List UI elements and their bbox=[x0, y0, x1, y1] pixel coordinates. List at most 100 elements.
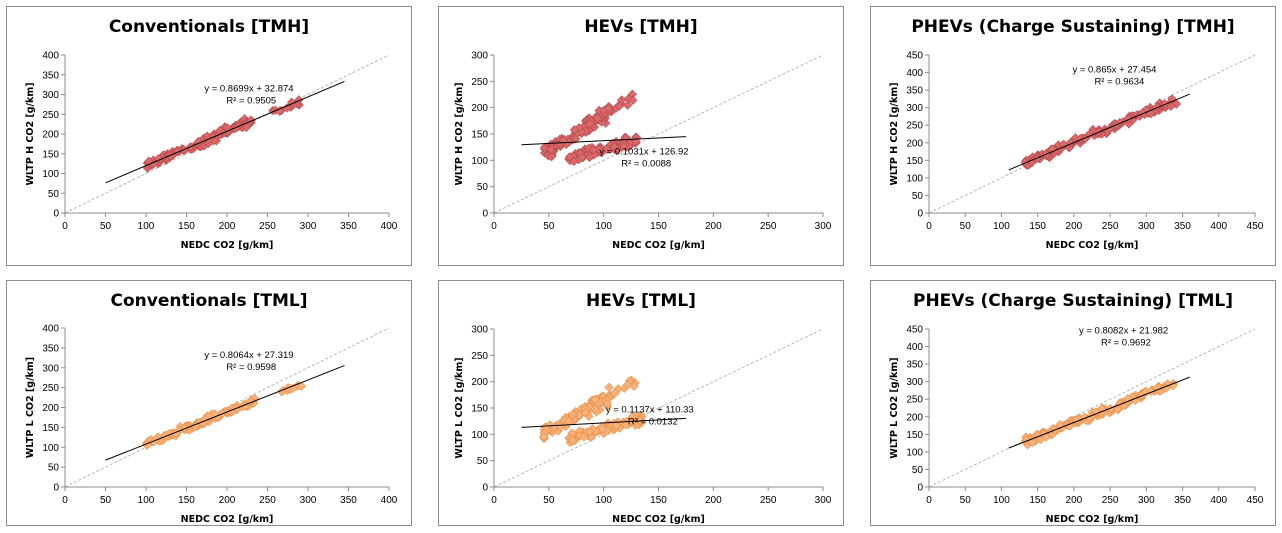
y-tick-label: 50 bbox=[912, 465, 924, 476]
y-tick-label: 100 bbox=[906, 173, 923, 184]
data-point bbox=[296, 381, 307, 391]
data-point bbox=[580, 407, 591, 418]
data-point bbox=[603, 103, 614, 114]
y-tick-label: 300 bbox=[906, 377, 923, 388]
y-tick-label: 0 bbox=[482, 483, 488, 494]
data-point bbox=[610, 388, 620, 398]
data-point bbox=[1020, 157, 1030, 168]
x-tick-label: 250 bbox=[760, 495, 777, 506]
x-tick-label: 150 bbox=[650, 221, 667, 232]
data-point bbox=[1161, 383, 1171, 393]
trendline bbox=[521, 136, 686, 146]
data-point bbox=[567, 436, 578, 446]
chart-svg: 0 50 100 150 200 250 300 0 50 100 150 200 250 300 NEDC… bbox=[454, 51, 832, 252]
trendline bbox=[105, 365, 345, 461]
y-tick-label: 200 bbox=[471, 377, 488, 388]
y-tick-label: 250 bbox=[42, 110, 59, 121]
x-tick-label: 150 bbox=[178, 221, 195, 232]
data-point bbox=[193, 136, 204, 147]
chart-svg: 0 50 100 150 200 250 300 350 400 450 0 50 100 150 200 2… bbox=[889, 51, 1264, 252]
y-tick-label: 0 bbox=[53, 209, 59, 220]
x-tick-label: 400 bbox=[381, 495, 398, 506]
x-tick-label: 150 bbox=[1029, 221, 1046, 232]
data-point bbox=[592, 113, 603, 123]
x-tick-label: 250 bbox=[1102, 495, 1119, 506]
y-tick-label: 150 bbox=[42, 149, 59, 160]
x-tick-label: 150 bbox=[650, 495, 667, 506]
x-tick-label: 450 bbox=[1247, 221, 1264, 232]
y-tick-label: 250 bbox=[906, 395, 923, 406]
x-axis-label: NEDC CO2 [g/km] bbox=[612, 514, 705, 525]
data-point bbox=[628, 95, 638, 105]
y-tick-label: 50 bbox=[48, 189, 60, 200]
data-point bbox=[631, 136, 641, 146]
data-point bbox=[161, 430, 171, 441]
y-tick-label: 50 bbox=[477, 456, 489, 467]
x-tick-label: 250 bbox=[760, 221, 777, 232]
x-tick-label: 100 bbox=[138, 221, 155, 232]
x-tick-label: 50 bbox=[543, 495, 555, 506]
data-point bbox=[597, 424, 607, 434]
x-tick-label: 100 bbox=[138, 495, 155, 506]
data-point bbox=[584, 402, 594, 412]
x-axis-label: NEDC CO2 [g/km] bbox=[1046, 514, 1139, 525]
y-tick-label: 150 bbox=[471, 404, 488, 415]
data-point bbox=[590, 394, 600, 405]
y-tick-label: 200 bbox=[906, 138, 923, 149]
trendline bbox=[1008, 93, 1190, 171]
x-tick-label: 200 bbox=[705, 221, 722, 232]
data-point bbox=[179, 423, 190, 433]
reference-line bbox=[493, 54, 824, 214]
data-point bbox=[622, 100, 633, 110]
y-tick-label: 100 bbox=[906, 447, 923, 458]
x-tick-label: 300 bbox=[300, 495, 317, 506]
y-axis-label: WLTP L CO2 [g/km] bbox=[889, 357, 900, 458]
trendline-r2: R² = 0.9634 bbox=[1094, 76, 1144, 87]
y-tick-label: 300 bbox=[42, 363, 59, 374]
x-tick-label: 350 bbox=[1174, 495, 1191, 506]
x-tick-label: 200 bbox=[1066, 221, 1083, 232]
x-tick-label: 400 bbox=[381, 221, 398, 232]
data-point bbox=[579, 432, 589, 442]
y-tick-label: 0 bbox=[482, 209, 488, 220]
scatter-points bbox=[141, 380, 307, 450]
data-point bbox=[546, 151, 557, 162]
trendline bbox=[521, 417, 686, 428]
x-tick-label: 300 bbox=[1138, 221, 1155, 232]
y-tick-label: 300 bbox=[42, 90, 59, 101]
y-tick-label: 400 bbox=[42, 324, 59, 335]
x-tick-label: 250 bbox=[1102, 221, 1119, 232]
trendline-equation: y = 0.8064x + 27.319 bbox=[204, 350, 293, 361]
data-point bbox=[171, 428, 181, 438]
scatter-points bbox=[1020, 94, 1181, 170]
y-tick-label: 250 bbox=[42, 383, 59, 394]
x-tick-label: 250 bbox=[259, 495, 276, 506]
x-tick-label: 0 bbox=[62, 221, 68, 232]
x-tick-label: 400 bbox=[1210, 221, 1227, 232]
data-point bbox=[569, 125, 580, 135]
y-tick-label: 150 bbox=[471, 130, 488, 141]
reference-line bbox=[493, 328, 824, 488]
y-axis-label: WLTP H CO2 [g/km] bbox=[454, 82, 465, 185]
y-tick-label: 400 bbox=[906, 342, 923, 353]
chart-svg: 0 50 100 150 200 250 300 350 400 0 50 100 150 200 250 3… bbox=[25, 324, 398, 526]
x-tick-label: 200 bbox=[705, 495, 722, 506]
chart-svg: 0 50 100 150 200 250 300 0 50 100 150 200 250 300 NEDC… bbox=[454, 325, 832, 526]
x-tick-label: 150 bbox=[1029, 495, 1046, 506]
trendline-r2: R² = 0.0132 bbox=[628, 417, 678, 428]
y-tick-label: 250 bbox=[906, 121, 923, 132]
data-point bbox=[621, 420, 631, 430]
x-tick-label: 50 bbox=[960, 495, 972, 506]
chart-panel-conventionals-tmh: Conventionals [TMH] 0 50 100 150 200 250 300 35… bbox=[6, 6, 412, 266]
trendline-r2: R² = 0.9598 bbox=[226, 362, 276, 373]
y-tick-label: 250 bbox=[471, 351, 488, 362]
data-point bbox=[588, 145, 598, 155]
y-tick-label: 200 bbox=[42, 403, 59, 414]
chart-title: PHEVs (Charge Sustaining) [TMH] bbox=[911, 17, 1235, 37]
trendline-equation: y = 0.8082x + 21.982 bbox=[1079, 326, 1168, 337]
x-tick-label: 350 bbox=[340, 495, 357, 506]
x-tick-label: 350 bbox=[340, 221, 357, 232]
chart-panel-hevs-tmh: HEVs [TMH] 0 50 100 150 200 250 300 0 50 100 150 20… bbox=[438, 6, 844, 266]
y-tick-label: 0 bbox=[917, 483, 923, 494]
x-axis-label: NEDC CO2 [g/km] bbox=[1046, 240, 1139, 251]
